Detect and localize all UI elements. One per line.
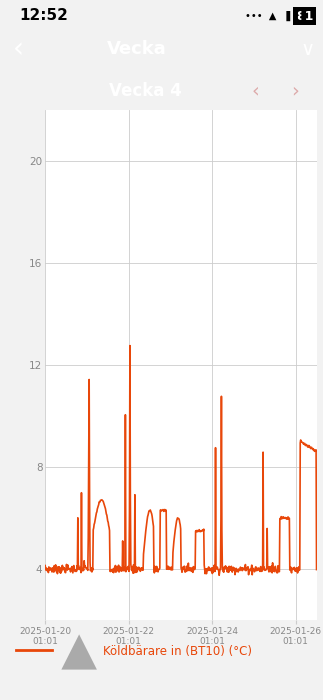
Text: Köldbärare in (BT10) (°C): Köldbärare in (BT10) (°C) (103, 645, 252, 659)
Text: ∨: ∨ (300, 40, 315, 59)
Text: •••  ▲  ▐▐▐: ••• ▲ ▐▐▐ (245, 11, 306, 21)
Text: Vecka: Vecka (107, 40, 166, 58)
Text: ‹: ‹ (13, 35, 24, 63)
Text: ›: › (291, 81, 298, 100)
Text: 12:52: 12:52 (19, 8, 68, 24)
Text: Vecka 4: Vecka 4 (109, 81, 182, 99)
Text: 81: 81 (296, 10, 313, 22)
Text: ‹: ‹ (252, 81, 260, 100)
Polygon shape (61, 634, 97, 670)
Text: 81: 81 (296, 10, 313, 22)
